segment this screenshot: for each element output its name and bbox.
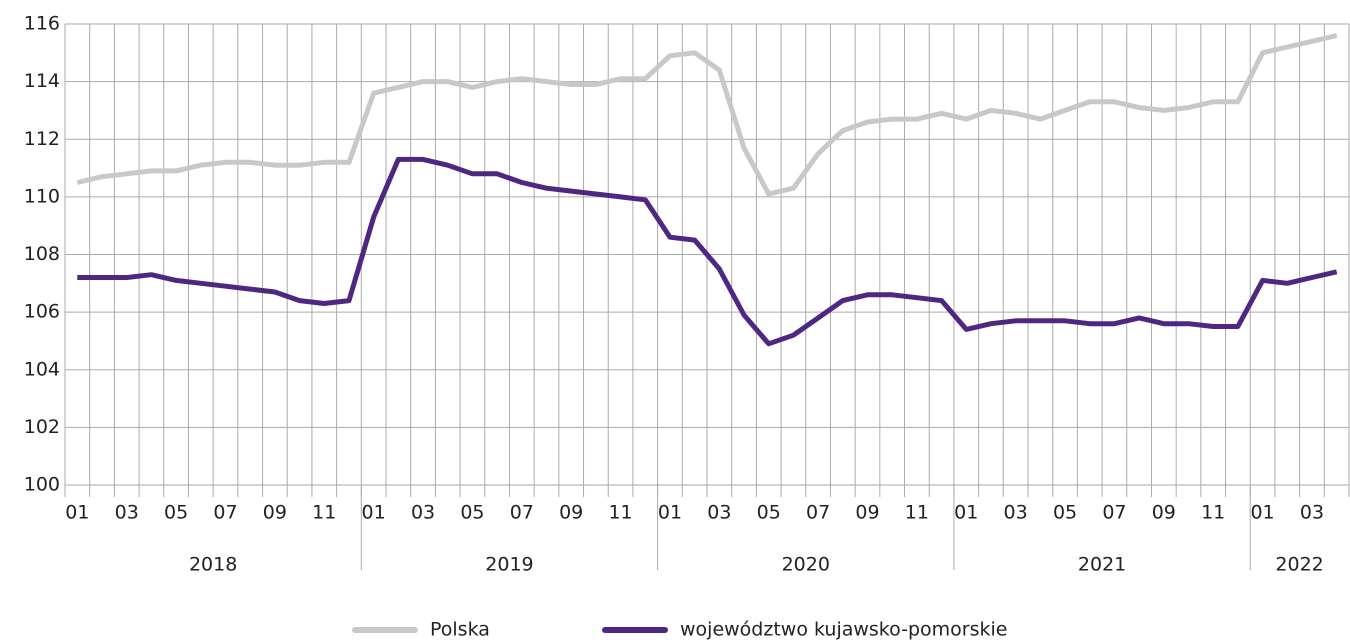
x-tick-label: 03 — [115, 502, 139, 524]
x-tick-label: 03 — [1004, 502, 1028, 524]
x-tick-label: 09 — [559, 502, 583, 524]
y-tick-label: 108 — [24, 243, 60, 265]
x-tick-label: 05 — [1053, 502, 1077, 524]
x-tick-label: 07 — [510, 502, 534, 524]
x-tick-label: 01 — [362, 502, 386, 524]
x-tick-label: 09 — [1152, 502, 1176, 524]
series-line — [77, 156, 1338, 347]
y-tick-label: 100 — [24, 474, 60, 496]
x-tick-label: 09 — [855, 502, 879, 524]
y-tick-label: 106 — [24, 301, 60, 323]
x-tick-label: 11 — [905, 502, 929, 524]
x-tick-label: 05 — [164, 502, 188, 524]
x-tick-label: 09 — [263, 502, 287, 524]
x-tick-label: 07 — [213, 502, 237, 524]
x-tick-label: 01 — [658, 502, 682, 524]
x-tick-label: 11 — [608, 502, 632, 524]
y-tick-label: 102 — [24, 416, 60, 438]
y-tick-label: 104 — [24, 358, 60, 380]
x-tick-label: 11 — [312, 502, 336, 524]
year-label: 2022 — [1275, 554, 1323, 576]
year-label: 2019 — [485, 554, 533, 576]
y-tick-label: 116 — [24, 13, 60, 35]
x-tick-label: 05 — [460, 502, 484, 524]
year-label: 2020 — [782, 554, 830, 576]
x-tick-label: 03 — [1300, 502, 1324, 524]
x-tick-label: 07 — [806, 502, 830, 524]
x-tick-label: 01 — [65, 502, 89, 524]
legend-label: województwo kujawsko-pomorskie — [680, 619, 1007, 641]
y-tick-label: 112 — [24, 128, 60, 150]
x-tick-label: 01 — [954, 502, 978, 524]
year-label: 2018 — [189, 554, 237, 576]
x-tick-label: 03 — [411, 502, 435, 524]
x-tick-label: 11 — [1201, 502, 1225, 524]
series-line — [76, 33, 1338, 197]
x-tick-label: 01 — [1250, 502, 1274, 524]
x-tick-label: 03 — [707, 502, 731, 524]
x-tick-label: 05 — [757, 502, 781, 524]
year-label: 2021 — [1078, 554, 1126, 576]
y-tick-label: 114 — [24, 70, 60, 92]
y-tick-label: 110 — [24, 185, 60, 207]
legend-label: Polska — [430, 619, 490, 641]
x-tick-label: 07 — [1102, 502, 1126, 524]
